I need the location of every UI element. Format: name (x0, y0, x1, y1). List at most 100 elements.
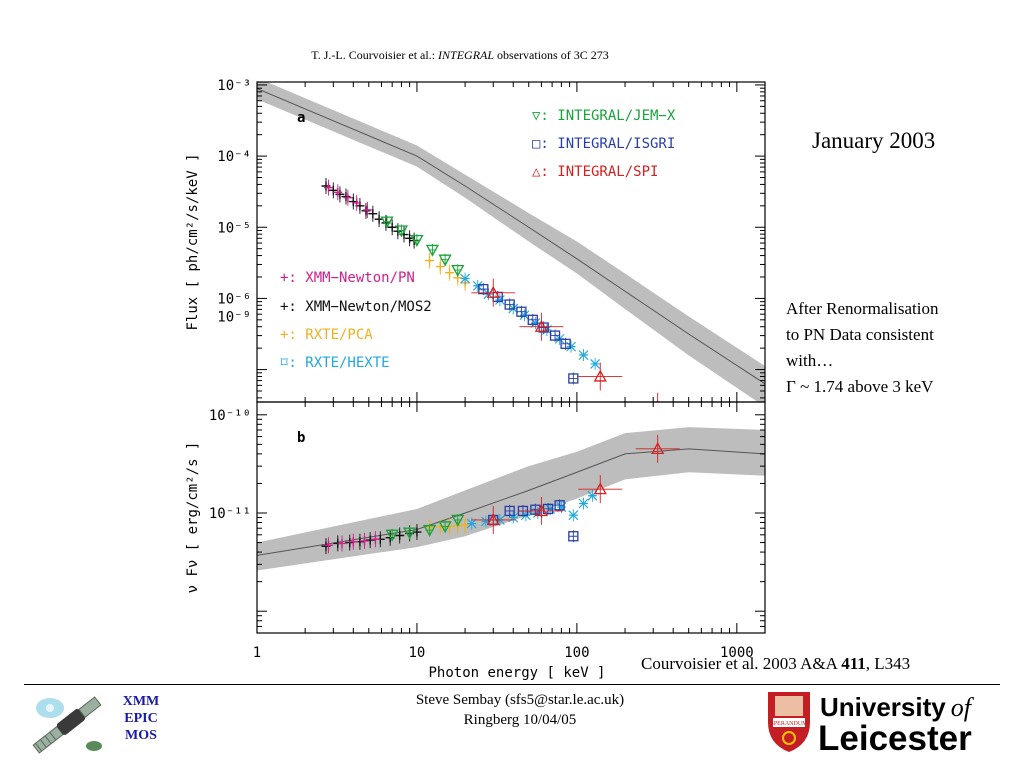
data-point (395, 531, 405, 541)
data-point (410, 234, 424, 247)
date-label: January 2003 (812, 128, 936, 153)
data-point (324, 540, 334, 550)
data-point (560, 338, 571, 349)
note-line: Γ ~ 1.74 above 3 keV (786, 377, 934, 396)
data-point (394, 225, 409, 238)
data-point (538, 322, 549, 333)
panel-b: 10⁻⁹ 10⁻¹⁰ 10⁻¹¹ b ν Fν [ erg/cm²/s ] 1 10 100 1… (185, 310, 766, 681)
data-point (387, 222, 397, 232)
data-point (590, 359, 601, 369)
y-tick-label: 10⁻⁹ (217, 310, 251, 326)
y-tick-label: 10⁻⁴ (217, 149, 251, 165)
model-line (257, 88, 765, 385)
data-point (516, 306, 527, 317)
error-bar (519, 312, 564, 341)
data-point (438, 521, 452, 534)
panel-letter: a (297, 110, 305, 126)
data-point (425, 256, 435, 266)
data-point (568, 510, 579, 521)
y-axis-label: ν Fν [ erg/cm²/s ] (185, 442, 201, 594)
data-point (365, 535, 375, 545)
x-axis-label: Photon energy [ keV ] (428, 665, 605, 681)
data-point (333, 187, 343, 197)
university-logo: SPERANDUM University of Leicester (768, 692, 975, 758)
data-point (425, 244, 440, 257)
data-point (361, 206, 371, 216)
x-tick-label: 100 (564, 645, 589, 661)
error-bar (471, 278, 516, 307)
error-bar (519, 496, 564, 525)
data-point (352, 198, 362, 208)
footer-divider (24, 684, 1000, 685)
footer-line-author: Steve Sembay (sfs5@star.le.ac.uk) (415, 692, 625, 708)
data-point (504, 299, 515, 310)
svg-text:SPERANDUM: SPERANDUM (770, 721, 808, 727)
data-point (554, 500, 565, 511)
data-point (343, 193, 353, 203)
error-bar (635, 434, 680, 463)
error-bar (578, 475, 623, 504)
spectrum-figure: T. J.-L. Courvoisier et al.: INTEGRAL ob… (152, 28, 807, 683)
data-point (451, 264, 465, 277)
citation-pre: Courvoisier et al. 2003 A&A (641, 654, 842, 673)
xmm-satellite-icon (32, 696, 102, 754)
data-point (460, 273, 471, 284)
xmm-epic-mos-label: XMM EPIC MOS (122, 694, 160, 743)
data-point (445, 268, 455, 278)
data-point (504, 505, 515, 517)
data-point (568, 531, 579, 542)
citation-volume: 411 (841, 654, 866, 673)
y-tick-label: 10⁻⁵ (217, 220, 251, 236)
legend-entry: △: INTEGRAL/SPI (532, 164, 658, 180)
data-point (324, 183, 334, 193)
citation-post: , L343 (865, 654, 911, 673)
data-point (593, 369, 607, 382)
data-point (568, 373, 579, 384)
x-tick-label: 1000 (720, 645, 754, 661)
data-point (486, 513, 500, 526)
x-tick-label: 1 (253, 645, 261, 661)
data-point (335, 189, 345, 199)
note-line: with… (786, 351, 834, 370)
data-point (359, 536, 369, 546)
data-point (412, 527, 422, 537)
citation: Courvoisier et al. 2003 A&A 411, L343 (641, 654, 910, 674)
data-point (534, 319, 549, 332)
error-bar (657, 392, 659, 402)
footer-line-event: Ringberg 10/04/05 (463, 712, 577, 728)
data-point (593, 482, 607, 495)
data-point (549, 330, 561, 341)
data-point (337, 538, 347, 548)
data-point (380, 216, 394, 229)
legend-entry: ⌑: RXTE/HEXTE (280, 355, 390, 371)
footer-credit: Steve Sembay (sfs5@star.le.ac.uk) Ringbe… (360, 690, 680, 730)
data-point (460, 520, 470, 530)
note-line: After Renormalisation (786, 299, 939, 318)
data-point (578, 350, 589, 360)
university-of: of (951, 693, 975, 722)
figure-header: T. J.-L. Courvoisier et al.: INTEGRAL ob… (311, 48, 608, 62)
data-point (578, 498, 589, 509)
model-uncertainty-band (257, 82, 765, 402)
error-bar (471, 505, 516, 534)
legend-entry: □: INTEGRAL/ISGRI (532, 136, 675, 152)
data-point (530, 504, 541, 515)
data-point (385, 529, 399, 542)
data-point (486, 285, 500, 298)
data-point (341, 192, 351, 202)
data-point (423, 524, 437, 537)
legend-entry: +: RXTE/PCA (280, 327, 373, 343)
data-point (451, 514, 465, 527)
data-point (438, 254, 452, 267)
y-tick-label: 10⁻¹⁰ (209, 408, 251, 424)
university-name-1: University (820, 692, 946, 722)
data-point (362, 205, 372, 215)
data-point (527, 314, 538, 325)
legend-entry: +: XMM−Newton/MOS2 (280, 299, 432, 315)
data-point (328, 185, 338, 195)
panel-letter: b (297, 430, 305, 446)
y-tick-label: 10⁻⁶ (217, 291, 251, 307)
data-point (403, 527, 417, 540)
data-point (435, 262, 445, 272)
